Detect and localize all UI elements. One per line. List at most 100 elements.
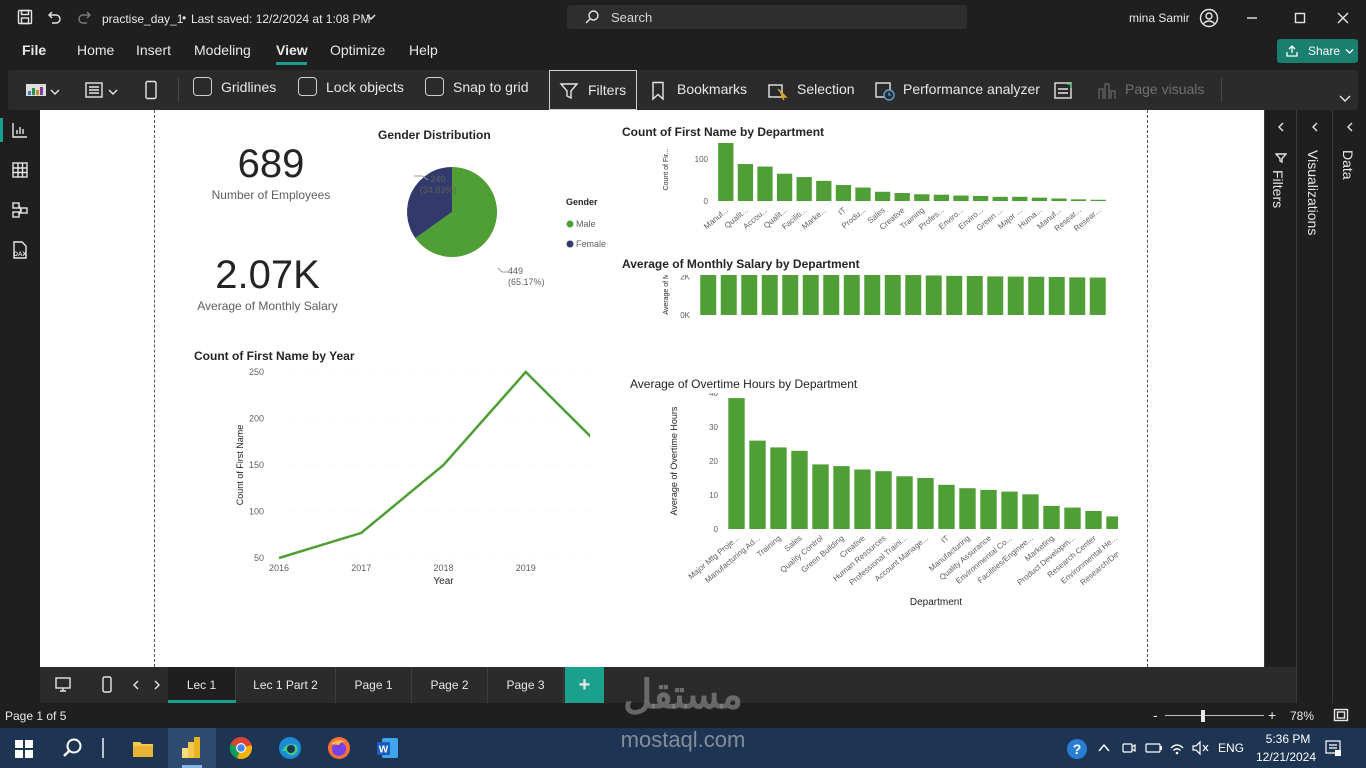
lock-objects-checkbox[interactable] [298,77,317,96]
bookmark-icon[interactable] [651,81,665,101]
visualizations-pane-collapsed[interactable]: Visualizations [1296,110,1332,703]
status-bar: Page 1 of 5 - + 78% [0,703,1366,729]
share-button[interactable]: Share [1277,39,1358,63]
tab-lec-1-part-2[interactable]: Lec 1 Part 2 [236,667,336,703]
theme-icon[interactable] [25,82,47,98]
volume-muted-icon[interactable] [1191,740,1209,756]
save-icon[interactable] [17,9,33,25]
zoom-in-button[interactable]: + [1268,707,1277,723]
bar [1007,276,1024,315]
maximize-icon[interactable] [1294,12,1306,24]
expand-icon[interactable] [1276,122,1286,132]
powerbi-taskbar-button[interactable] [168,728,216,768]
pie-slice-male [415,167,497,257]
dax-query-icon[interactable]: DAX [10,240,30,260]
ribbon-collapse-icon[interactable] [1339,94,1351,104]
salary-bar-chart[interactable]: 2K 0K Average of M... [618,275,1108,345]
employees-card[interactable]: 689 Number of Employees [190,140,352,202]
chevron-up-icon[interactable] [1097,742,1111,754]
avatar-icon[interactable] [1199,8,1219,28]
word-icon[interactable]: W [376,736,400,760]
fit-to-page-icon[interactable] [1333,708,1349,722]
tab-page-1[interactable]: Page 1 [336,667,412,703]
menu-view[interactable]: View [276,42,308,58]
search-icon[interactable] [62,737,84,759]
next-page-icon[interactable] [153,680,161,690]
file-explorer-icon[interactable] [131,737,155,759]
mobile-layout-icon[interactable] [101,675,113,695]
chevron-down-icon[interactable] [108,87,118,97]
snap-to-grid-checkbox[interactable] [425,77,444,96]
bar [791,450,808,529]
close-icon[interactable] [1336,11,1350,25]
gender-pie-chart[interactable]: 449(65.17%) 240(34.83%) Gender Male Female [370,150,620,300]
zoom-slider-thumb[interactable] [1200,710,1205,722]
help-icon[interactable]: ? [1066,738,1088,760]
task-view-icon[interactable] [102,738,104,758]
last-saved-text[interactable]: Last saved: 12/2/2024 at 1:08 PM [191,12,371,26]
tab-page-3[interactable]: Page 3 [488,667,564,703]
file-name[interactable]: practise_day_1 [102,12,184,26]
page-boundary-right [1147,110,1148,667]
model-view-icon[interactable] [11,201,29,219]
x-tick-label: 2017 [351,563,371,573]
legend-marker-male [566,220,574,228]
bar [987,276,1004,315]
filters-toggle-button[interactable]: Filters [549,70,637,110]
bookmarks-label[interactable]: Bookmarks [677,81,748,97]
bar [1031,197,1048,201]
tab-page-2[interactable]: Page 2 [412,667,488,703]
menu-optimize[interactable]: Optimize [330,42,386,58]
chrome-icon[interactable] [229,736,253,760]
redo-icon[interactable] [77,9,93,25]
clock-date[interactable]: 12/21/2024 [1255,750,1317,764]
report-view-icon[interactable] [11,121,29,139]
left-nav: DAX [0,110,40,667]
undo-icon[interactable] [46,9,62,25]
gridlines-checkbox[interactable] [193,77,212,96]
menu-insert[interactable]: Insert [136,42,172,58]
tab-lec-1[interactable]: Lec 1 [168,667,236,703]
firefox-icon[interactable] [327,736,351,760]
bar [917,478,934,529]
filters-pane-collapsed[interactable]: Filters [1264,110,1296,667]
add-page-button[interactable]: + [565,667,604,703]
menu-help[interactable]: Help [409,42,438,58]
chevron-down-icon[interactable] [366,12,376,22]
chevron-down-icon[interactable] [50,87,60,97]
menu-home[interactable]: Home [77,42,115,58]
svg-text:?: ? [1073,741,1082,757]
meet-now-icon[interactable] [1121,740,1137,756]
desktop-layout-icon[interactable] [54,676,72,694]
performance-analyzer-label[interactable]: Performance analyzer [903,81,1040,97]
sync-slicers-icon[interactable] [1053,80,1075,102]
prev-page-icon[interactable] [132,680,140,690]
language-indicator[interactable]: ENG [1218,741,1245,755]
table-view-icon[interactable] [11,161,29,179]
menu-file[interactable]: File [22,42,47,58]
zoom-slider[interactable] [1165,715,1264,716]
minimize-icon[interactable] [1246,12,1258,24]
year-line-chart[interactable]: 250200150100502016201720182019202CYearCo… [190,365,590,590]
selection-icon[interactable] [767,81,789,101]
svg-text:W: W [379,745,389,756]
notifications-icon[interactable] [1324,739,1342,757]
edge-icon[interactable] [278,736,302,760]
data-pane-collapsed[interactable]: Data [1332,110,1366,703]
pie-legend-title: Gender [566,197,598,207]
windows-start-icon[interactable] [14,739,34,759]
zoom-out-button[interactable]: - [1153,707,1158,723]
search-box[interactable]: Search [567,5,967,29]
clock-time[interactable]: 5:36 PM [1265,732,1311,746]
mobile-layout-icon[interactable] [144,80,158,100]
menu-modeling[interactable]: Modeling [194,42,251,58]
page-view-icon[interactable] [84,81,104,99]
expand-icon[interactable] [1345,122,1355,132]
performance-analyzer-icon[interactable] [874,80,896,102]
bar [905,275,922,315]
dept-count-bar-chart[interactable]: 1000Manuf...Qualit...Accou...Qualit...Fa… [618,143,1108,243]
selection-label[interactable]: Selection [797,81,855,97]
salary-card[interactable]: 2.07K Average of Monthly Salary [180,251,355,313]
expand-icon[interactable] [1310,122,1320,132]
